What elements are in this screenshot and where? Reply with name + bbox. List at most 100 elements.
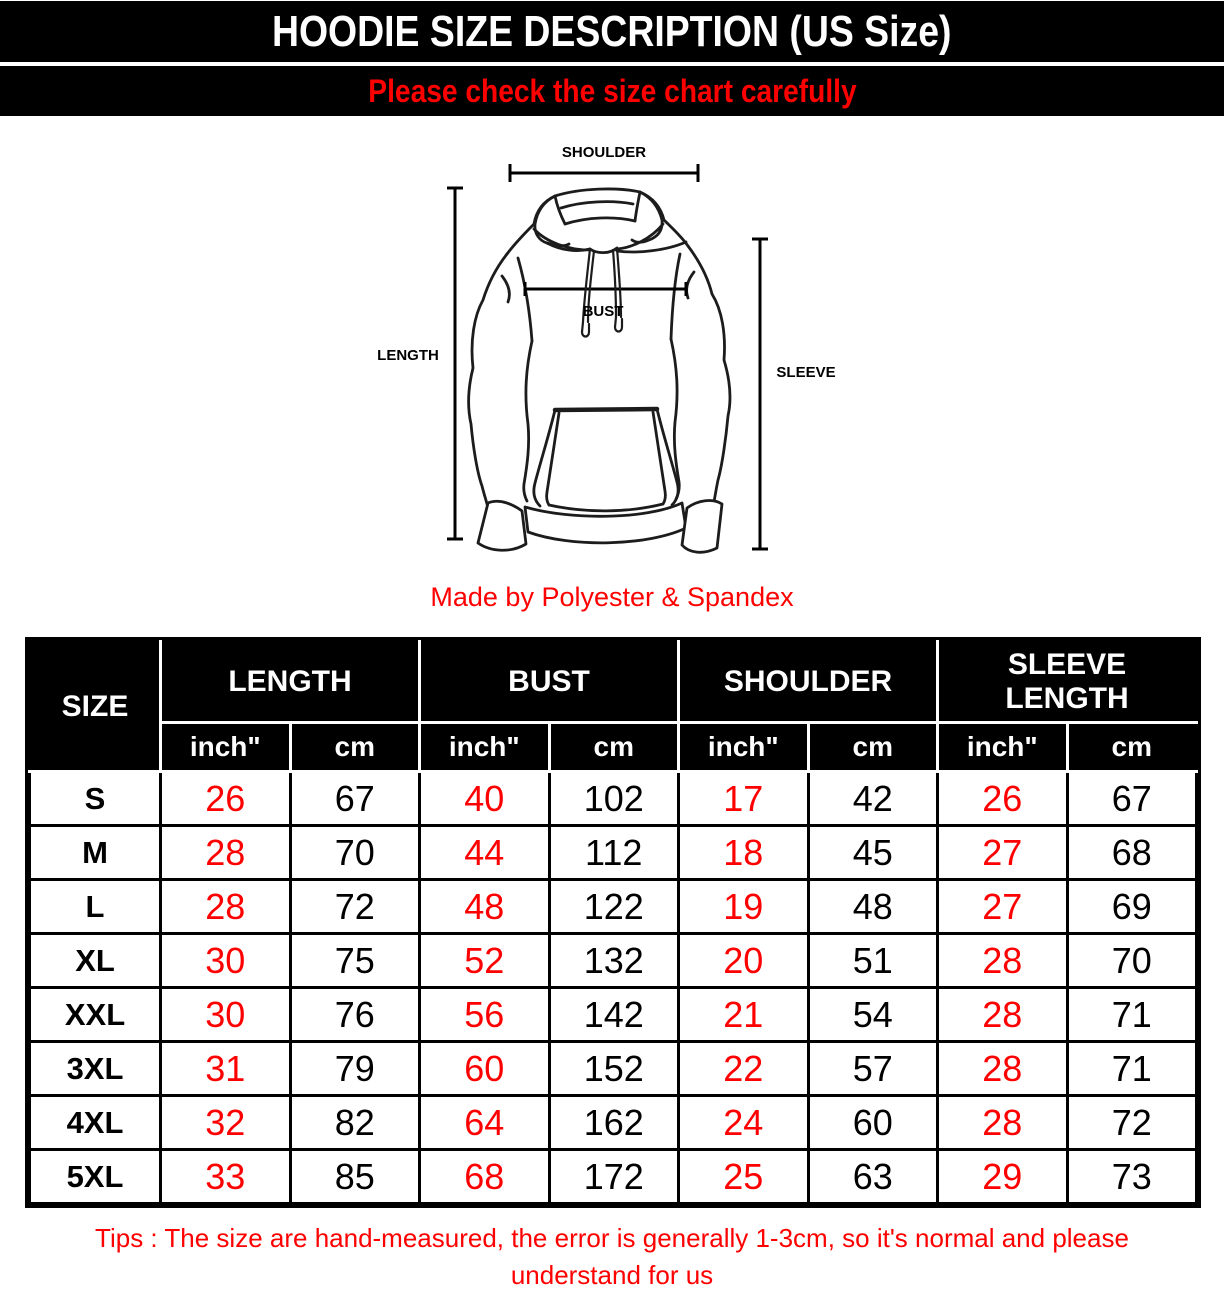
- value-cell: 122: [547, 878, 680, 935]
- value-cell: 48: [418, 878, 551, 935]
- value-cell: 51: [806, 932, 939, 989]
- value-cell: 69: [1065, 878, 1198, 935]
- value-cell: 54: [806, 986, 939, 1043]
- value-cell: 27: [936, 824, 1069, 881]
- bust-measure-line: [523, 282, 688, 296]
- value-cell: 162: [547, 1094, 680, 1151]
- value-cell: 17: [677, 770, 810, 827]
- value-cell: 42: [806, 770, 939, 827]
- value-cell: 28: [936, 1040, 1069, 1097]
- value-cell: 85: [288, 1148, 421, 1205]
- value-cell: 70: [288, 824, 421, 881]
- unit-header-cm: cm: [806, 721, 939, 773]
- table-row-xl: XL 30 75 52 132 20 51 28 70: [28, 932, 1198, 989]
- size-cell: M: [28, 824, 162, 881]
- value-cell: 29: [936, 1148, 1069, 1205]
- unit-header-inch: inch": [159, 721, 292, 773]
- group-header-shoulder-label: SHOULDER: [723, 665, 893, 698]
- bust-label: BUST: [583, 303, 624, 320]
- shoulder-measure-line: [508, 164, 700, 182]
- value-cell: 132: [547, 932, 680, 989]
- tips-line-1: Tips : The size are hand-measured, the e…: [95, 1223, 1129, 1253]
- value-cell: 21: [677, 986, 810, 1043]
- shoulder-label: SHOULDER: [562, 144, 646, 161]
- group-header-sleeve-length-label: SLEEVE LENGTH: [1005, 648, 1129, 715]
- value-cell: 22: [677, 1040, 810, 1097]
- value-cell: 71: [1065, 1040, 1198, 1097]
- table-row-5xl: 5XL 33 85 68 172 25 63 29 73: [28, 1148, 1198, 1205]
- value-cell: 30: [159, 986, 292, 1043]
- cuff-right: [680, 499, 724, 554]
- value-cell: 31: [159, 1040, 292, 1097]
- hoodie-diagram-svg: SHOULDER BUST LENGTH SLEEVE: [377, 144, 836, 554]
- tips-line-2: understand for us: [510, 1260, 714, 1290]
- value-cell: 72: [288, 878, 421, 935]
- value-cell: 73: [1065, 1148, 1198, 1205]
- value-cell: 28: [936, 1094, 1069, 1151]
- material-caption: Made by Polyester & Spandex: [430, 582, 794, 612]
- value-cell: 152: [547, 1040, 680, 1097]
- value-cell: 75: [288, 932, 421, 989]
- table-row-m: M 28 70 44 112 18 45 27 68: [28, 824, 1198, 881]
- value-cell: 52: [418, 932, 551, 989]
- cuff-left: [476, 499, 528, 552]
- group-header-length-label: LENGTH: [228, 665, 352, 698]
- unit-header-inch: inch": [418, 721, 551, 773]
- value-cell: 28: [936, 932, 1069, 989]
- value-cell: 18: [677, 824, 810, 881]
- value-cell: 60: [418, 1040, 551, 1097]
- size-cell: XL: [28, 932, 162, 989]
- size-cell: L: [28, 878, 162, 935]
- value-cell: 20: [677, 932, 810, 989]
- size-cell: 3XL: [28, 1040, 162, 1097]
- unit-header-cm: cm: [547, 721, 680, 773]
- value-cell: 102: [547, 770, 680, 827]
- value-cell: 19: [677, 878, 810, 935]
- group-header-sleeve-length: SLEEVE LENGTH: [936, 640, 1198, 724]
- value-cell: 68: [1065, 824, 1198, 881]
- hoodie-measurement-diagram: SHOULDER BUST LENGTH SLEEVE: [0, 116, 1224, 581]
- value-cell: 79: [288, 1040, 421, 1097]
- table-row-4xl: 4XL 32 82 64 162 24 60 28 72: [28, 1094, 1198, 1151]
- value-cell: 26: [159, 770, 292, 827]
- size-cell: 5XL: [28, 1148, 162, 1205]
- value-cell: 172: [547, 1148, 680, 1205]
- group-header-shoulder: SHOULDER: [677, 640, 939, 724]
- value-cell: 70: [1065, 932, 1198, 989]
- value-cell: 30: [159, 932, 292, 989]
- value-cell: 32: [159, 1094, 292, 1151]
- value-cell: 28: [936, 986, 1069, 1043]
- value-cell: 142: [547, 986, 680, 1043]
- size-cell: 4XL: [28, 1094, 162, 1151]
- measurement-lines: [447, 164, 768, 551]
- unit-header-cm: cm: [1065, 721, 1198, 773]
- sleeve-measure-line: [752, 237, 768, 551]
- page-title: HOODIE SIZE DESCRIPTION (US Size): [272, 6, 952, 56]
- size-table-grid: SIZE LENGTH BUST SHOULDER SLEEVE LENGTH …: [28, 640, 1198, 1205]
- value-cell: 63: [806, 1148, 939, 1205]
- value-cell: 67: [288, 770, 421, 827]
- hoodie-drawing: [467, 187, 732, 506]
- value-cell: 112: [547, 824, 680, 881]
- table-row-3xl: 3XL 31 79 60 152 22 57 28 71: [28, 1040, 1198, 1097]
- drawstrings: [580, 246, 624, 338]
- size-cell: S: [28, 770, 162, 827]
- tips-note: Tips : The size are hand-measured, the e…: [42, 1220, 1182, 1294]
- size-column-header: SIZE: [28, 640, 162, 773]
- value-cell: 82: [288, 1094, 421, 1151]
- value-cell: 25: [677, 1148, 810, 1205]
- table-row-l: L 28 72 48 122 19 48 27 69: [28, 878, 1198, 935]
- value-cell: 71: [1065, 986, 1198, 1043]
- value-cell: 26: [936, 770, 1069, 827]
- value-cell: 24: [677, 1094, 810, 1151]
- value-cell: 44: [418, 824, 551, 881]
- value-cell: 72: [1065, 1094, 1198, 1151]
- pocket: [532, 406, 680, 513]
- table-row-xxl: XXL 30 76 56 142 21 54 28 71: [28, 986, 1198, 1043]
- unit-header-cm: cm: [288, 721, 421, 773]
- title-banner: HOODIE SIZE DESCRIPTION (US Size): [0, 1, 1224, 62]
- sleeve-label: SLEEVE: [776, 364, 835, 381]
- subtitle-warning: Please check the size chart carefully: [367, 72, 857, 109]
- hem-band: [523, 501, 688, 545]
